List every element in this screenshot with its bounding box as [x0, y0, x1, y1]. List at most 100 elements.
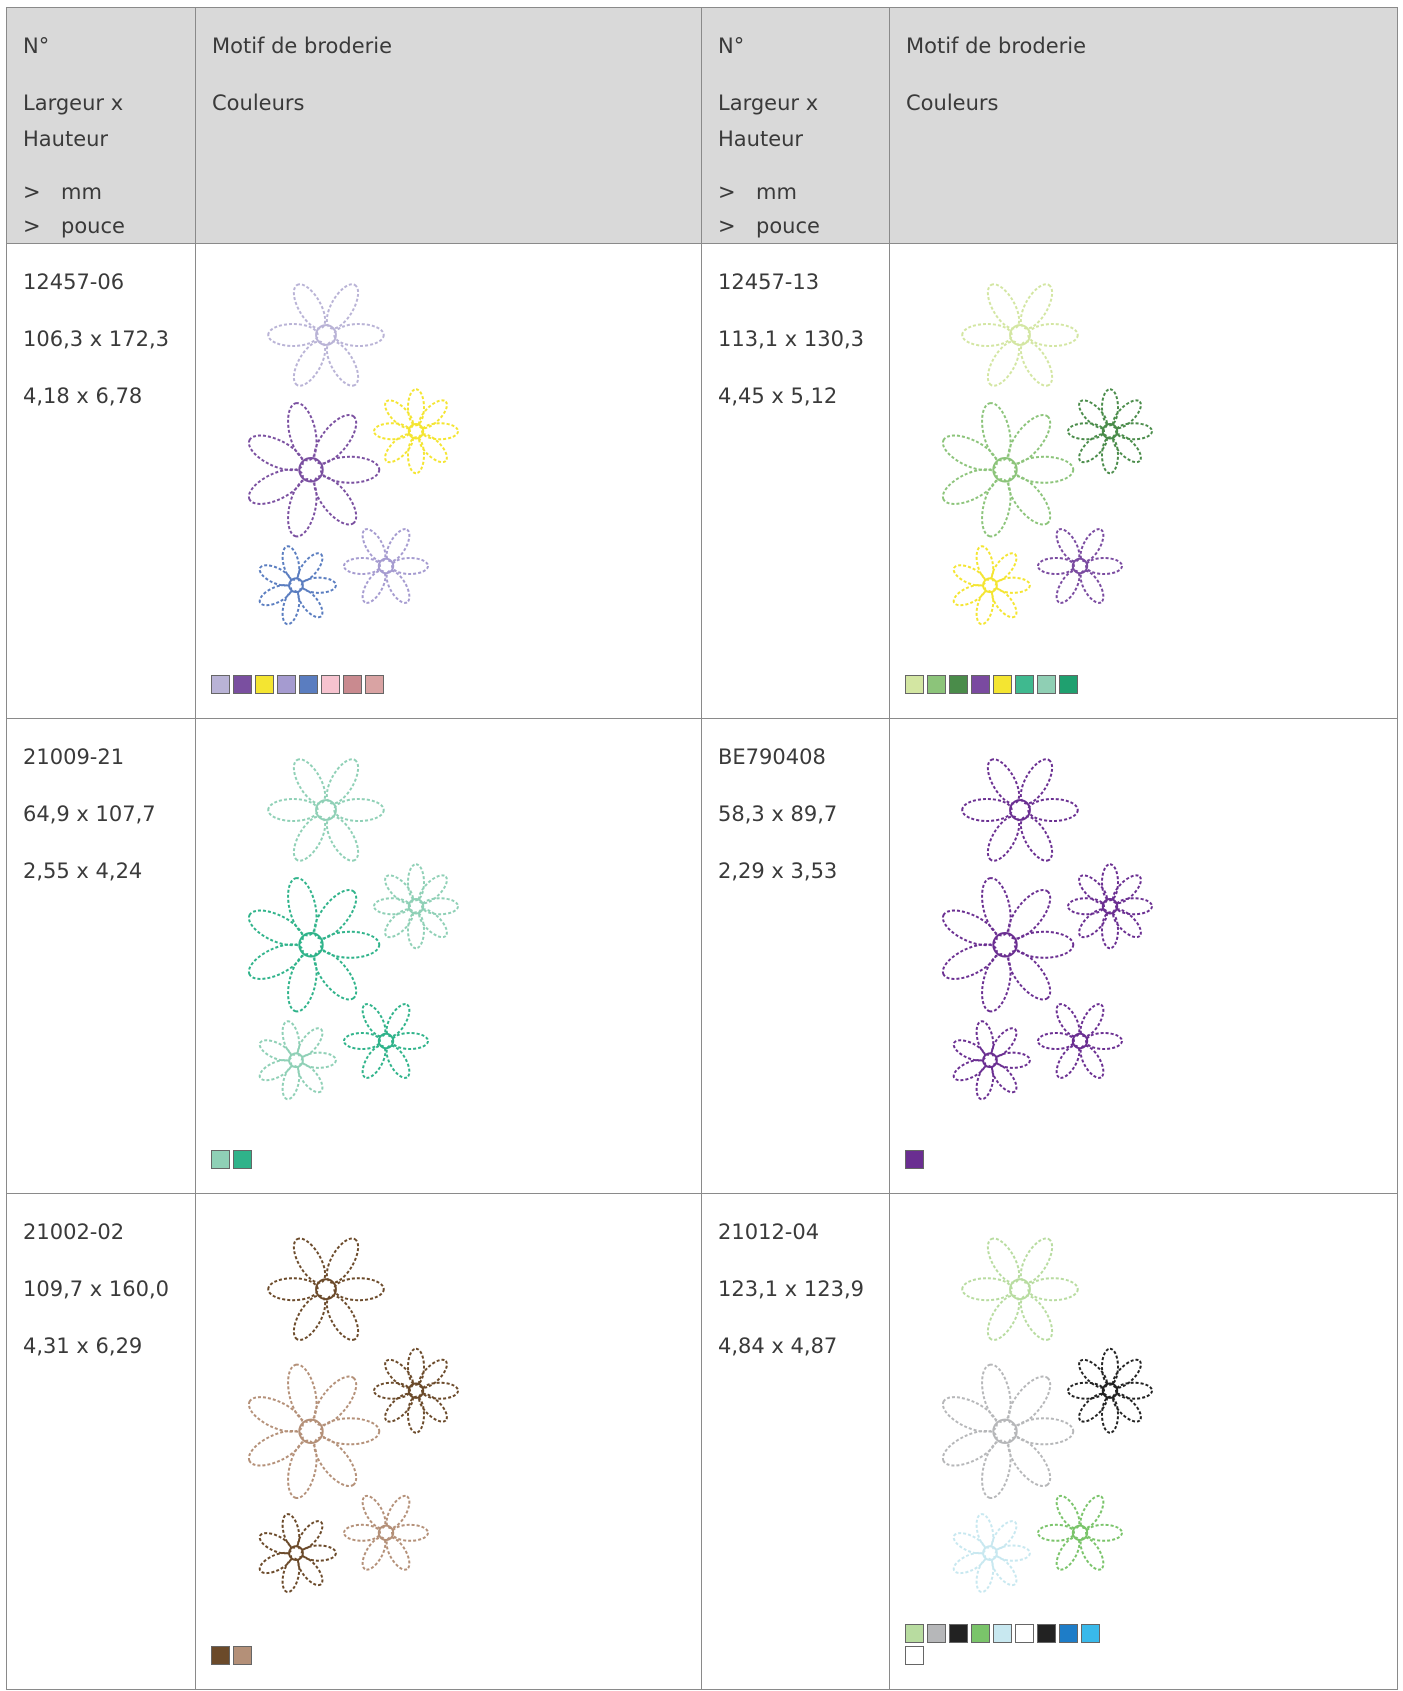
petal [297, 1027, 324, 1058]
header-number: N° [23, 34, 50, 58]
petal [1019, 283, 1054, 330]
size-mm: 106,3 x 172,3 [23, 327, 170, 351]
petal [258, 564, 293, 587]
petal [1037, 1032, 1075, 1050]
color-swatch [211, 1646, 230, 1665]
petal [384, 433, 414, 464]
petal [1067, 422, 1105, 441]
petal [418, 433, 448, 464]
swatch-list [905, 675, 1105, 694]
petal [1013, 1417, 1075, 1446]
flower-center [407, 423, 425, 440]
petal [986, 1237, 1021, 1284]
petal [313, 474, 358, 526]
swatch-list [211, 675, 411, 694]
design-number: 21012-04 [718, 1220, 820, 1244]
petal [333, 798, 385, 822]
flower-center [288, 577, 304, 594]
petal [1112, 433, 1142, 464]
flower-center [407, 1382, 425, 1399]
petal [1112, 399, 1142, 430]
color-swatch [299, 675, 318, 694]
petal [975, 1557, 995, 1594]
design-row: 12457-06 106,3 x 172,3 4,18 x 6,78 12457-13… [6, 243, 1398, 719]
petal [1037, 1523, 1075, 1542]
petal [1055, 1494, 1081, 1530]
flower-center [298, 1418, 324, 1445]
color-swatch [905, 1150, 924, 1169]
petal [961, 323, 1013, 347]
header-size: Largeur x [718, 91, 819, 115]
petal [1019, 1294, 1054, 1341]
swatch-list [905, 1150, 1105, 1169]
flower-center [1009, 324, 1031, 346]
color-swatch [1037, 675, 1056, 694]
color-swatch [1015, 675, 1034, 694]
petal [292, 758, 327, 805]
petal [1027, 1277, 1079, 1302]
petal [986, 340, 1021, 387]
petal [961, 1277, 1013, 1302]
color-swatch [1015, 1624, 1034, 1643]
petal [313, 949, 358, 1001]
color-swatch [233, 675, 252, 694]
petal [941, 943, 998, 980]
header-size: Hauteur [718, 127, 804, 151]
petal [297, 552, 324, 583]
petal [994, 576, 1031, 594]
motif-cell [195, 243, 702, 719]
header-motif: Motif de broderie [212, 34, 393, 58]
petal [325, 283, 360, 330]
color-swatch [971, 1624, 990, 1643]
petal [297, 1062, 324, 1094]
petal [1079, 1536, 1105, 1571]
color-swatch [927, 675, 946, 694]
petal [1078, 433, 1108, 464]
petal [391, 557, 429, 575]
size-mm: 58,3 x 89,7 [718, 802, 838, 826]
embroidery-image [941, 1237, 1153, 1594]
color-swatch [1037, 1624, 1056, 1643]
petal [287, 877, 318, 937]
flower-center [1071, 557, 1089, 575]
petal [292, 815, 327, 862]
petal [952, 1039, 987, 1062]
petal [287, 478, 318, 538]
header-cell: Motif de broderie Couleurs [195, 7, 702, 244]
header-row: N° Largeur x Hauteur > mm > pouce Motif de… [6, 7, 1398, 244]
header-cell: N° Largeur x Hauteur > mm > pouce [6, 7, 196, 244]
color-swatch [1059, 675, 1078, 694]
flower-center [992, 932, 1018, 958]
design-number: 21009-21 [23, 745, 125, 769]
petal [258, 1039, 293, 1062]
design-row: 21009-21 64,9 x 107,7 2,55 x 4,24 BE790408 5… [6, 718, 1398, 1194]
petal [391, 1032, 429, 1050]
petal [361, 569, 387, 604]
swatch-list [211, 1150, 411, 1169]
petal [1007, 1375, 1052, 1427]
embroidery-image [247, 758, 459, 1101]
petal [258, 584, 293, 607]
color-swatch [277, 675, 296, 694]
petal [975, 589, 995, 626]
info-cell: 12457-06 106,3 x 172,3 4,18 x 6,78 [6, 243, 196, 719]
unit: mm [756, 180, 797, 204]
flower-center [992, 457, 1018, 483]
info-cell: 21002-02 109,7 x 160,0 4,31 x 6,29 [6, 1193, 196, 1690]
petal [421, 422, 459, 441]
color-swatch [949, 1624, 968, 1643]
petal [287, 402, 318, 462]
petal [325, 1294, 360, 1341]
color-swatch [971, 675, 990, 694]
petal [1085, 1032, 1123, 1050]
color-swatch [343, 675, 362, 694]
petal [1078, 1392, 1108, 1423]
petal [981, 478, 1012, 538]
petal [991, 1062, 1018, 1094]
petal [281, 1513, 301, 1549]
petal [981, 953, 1012, 1013]
petal [1101, 436, 1119, 475]
size-mm: 113,1 x 130,3 [718, 327, 865, 351]
petal [384, 874, 414, 905]
petal [292, 340, 327, 387]
